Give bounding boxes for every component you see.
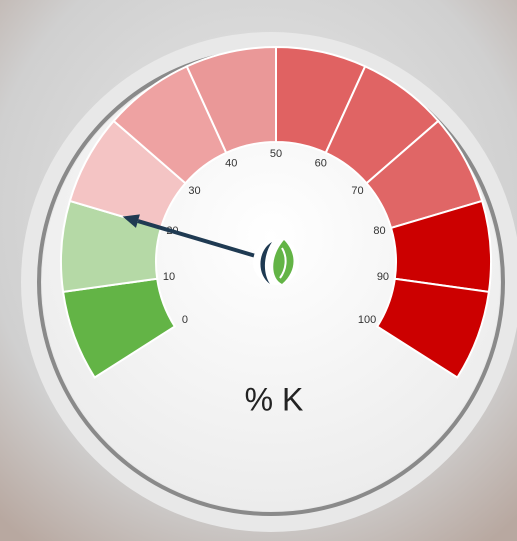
- tick-label: 70: [351, 185, 363, 197]
- tick-label: 40: [225, 158, 237, 170]
- tick-label: 30: [188, 185, 200, 197]
- tick-label: 10: [163, 271, 175, 283]
- tick-label: 100: [358, 314, 376, 326]
- logo: [253, 239, 299, 285]
- tick-label: 60: [315, 158, 327, 170]
- tick-label: 50: [270, 148, 282, 160]
- chart-title: % K: [245, 381, 304, 417]
- tick-label: 90: [377, 271, 389, 283]
- tick-label: 0: [182, 314, 188, 326]
- tick-label: 80: [373, 225, 385, 237]
- gauge-chart: 0102030405060708090100 % K: [0, 0, 517, 541]
